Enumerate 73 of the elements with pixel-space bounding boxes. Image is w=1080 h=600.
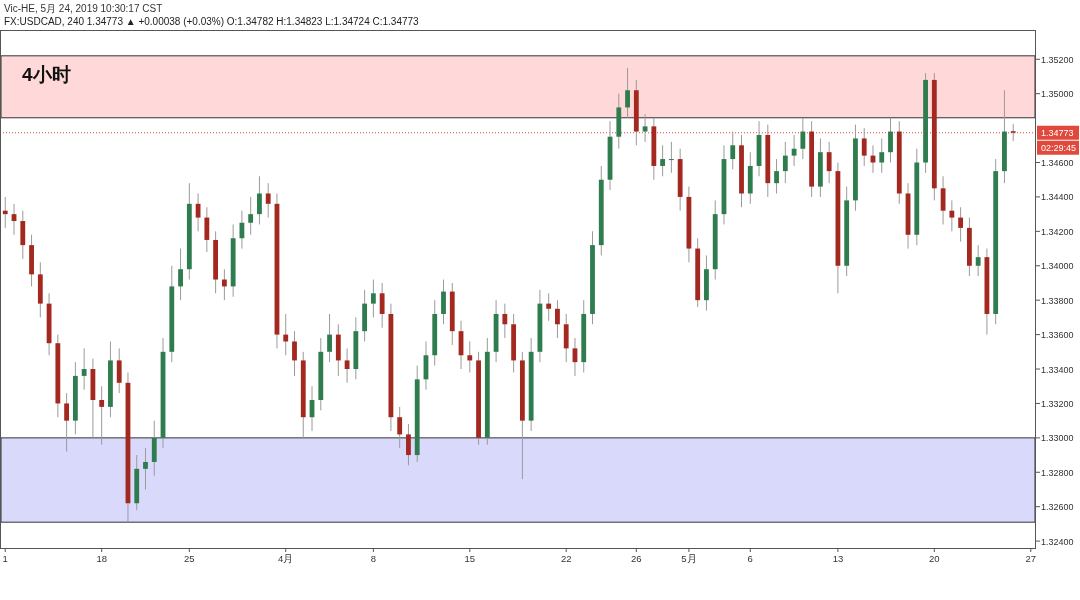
- candlestick: [143, 447, 148, 490]
- x-tick-label: 26: [631, 553, 642, 564]
- candlestick: [292, 330, 297, 377]
- candlestick: [949, 199, 955, 232]
- candlestick: [64, 392, 70, 453]
- candlestick: [888, 117, 893, 164]
- y-tick-label: 1.33000: [1041, 433, 1074, 444]
- chart-title: FX:USDCAD, 240 1.34773 ▲ +0.00038 (+0.03%) O:1.34782 H:1.34823 L:1.34724 C:1.34773: [4, 16, 420, 27]
- candlestick: [660, 144, 666, 177]
- candlestick: [370, 279, 376, 318]
- y-tick-label: 1.32600: [1041, 502, 1074, 513]
- y-tick-label: 1.35200: [1041, 54, 1074, 65]
- candlestick: [406, 423, 411, 466]
- x-tick-label: 22: [560, 553, 572, 564]
- x-tick-label: 20: [929, 553, 940, 564]
- candlestick: [502, 303, 508, 339]
- x-tick-label: 27: [1025, 553, 1037, 564]
- candlestick: [265, 182, 271, 219]
- candlestick: [958, 206, 964, 243]
- candlestick: [397, 406, 403, 449]
- candlestick: [204, 206, 210, 253]
- candlestick: [257, 175, 262, 225]
- x-tick-label: 13: [832, 553, 844, 564]
- candlestick: [248, 196, 254, 236]
- y-tick-label: 1.33600: [1041, 330, 1074, 341]
- candlestick: [774, 158, 779, 194]
- candlestick: [782, 141, 788, 184]
- y-tick-label: 1.33200: [1041, 398, 1074, 409]
- y-tick-label: 1.34200: [1041, 226, 1074, 237]
- x-tick-label: 18: [96, 553, 107, 564]
- x-tick-label: 4月: [278, 553, 294, 564]
- candlestick: [975, 244, 981, 277]
- candlestick: [625, 67, 630, 119]
- ref-line-label: 1.34773: [1041, 128, 1074, 139]
- candlestick: [642, 113, 648, 143]
- candlestick: [826, 141, 832, 184]
- candlestick: [467, 340, 473, 373]
- candlestick: [81, 347, 87, 391]
- candlestick: [327, 313, 332, 363]
- candlestick: [800, 117, 806, 160]
- candlestick: [239, 210, 245, 250]
- y-tick-label: 1.33800: [1041, 295, 1074, 306]
- text: 02:29:45: [1041, 143, 1077, 154]
- x-tick-label: 15: [464, 553, 476, 564]
- y-tick-label: 1.33400: [1041, 364, 1074, 375]
- x-tick-label: 6: [747, 553, 753, 564]
- y-tick-label: 1.35000: [1041, 89, 1074, 100]
- candlestick: [555, 299, 560, 339]
- candlestick: [879, 137, 885, 174]
- y-tick-label: 1.34600: [1041, 158, 1074, 169]
- candlestick: [379, 282, 385, 329]
- candlestick: [546, 292, 552, 322]
- candlestick: [861, 127, 867, 167]
- x-tick-label: 25: [184, 553, 195, 564]
- candlestick: [283, 313, 289, 356]
- candlestick: [668, 141, 674, 174]
- y-tick-label: 1.32800: [1041, 467, 1074, 478]
- y-tick-label: 1.34000: [1041, 261, 1074, 272]
- candlestick: [730, 131, 736, 170]
- y-tick-label: 1.32400: [1041, 536, 1074, 547]
- x-tick-label: 5月: [681, 553, 697, 564]
- candlestick: [791, 134, 797, 167]
- candlestick: [99, 385, 105, 446]
- candlestick: [221, 268, 227, 301]
- candlestick: [178, 248, 183, 301]
- candlestick: [940, 175, 946, 225]
- x-tick-label: 1: [2, 553, 8, 564]
- x-tick-label: 8: [370, 553, 377, 564]
- annotation: 4小时: [22, 64, 71, 85]
- chart-subtitle: Vic-HE, 5月 24, 2019 10:30:17 CST: [4, 3, 163, 14]
- candlestick: [116, 347, 122, 394]
- y-tick-label: 1.34400: [1041, 192, 1074, 203]
- candlestick: [441, 279, 446, 325]
